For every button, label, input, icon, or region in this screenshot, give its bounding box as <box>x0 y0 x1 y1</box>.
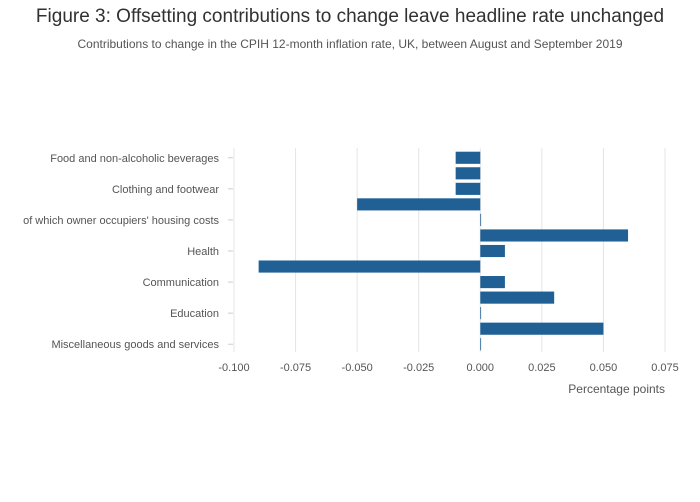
x-tick-label: 0.075 <box>651 362 679 374</box>
y-tick-label: Education <box>170 308 219 320</box>
bar[interactable] <box>480 291 555 304</box>
bar[interactable] <box>357 198 481 211</box>
bar[interactable] <box>455 167 481 180</box>
bar[interactable] <box>480 213 482 226</box>
bar[interactable] <box>480 307 482 320</box>
x-axis-title: Percentage points <box>568 382 665 396</box>
x-tick-labels: -0.100 -0.075 -0.050 -0.025 0.000 0.025 0.050 0… <box>218 362 678 374</box>
x-tick-label: 0.025 <box>528 362 556 374</box>
chart-title: Figure 3: Offsetting contributions to ch… <box>35 6 665 27</box>
y-tick-labels: Food and non-alcoholic beverages Clothing… <box>23 153 233 351</box>
bar[interactable] <box>455 182 481 195</box>
x-tick-label: -0.025 <box>403 362 434 374</box>
grid-lines <box>233 148 666 352</box>
bar[interactable] <box>258 260 481 273</box>
y-tick-label: Miscellaneous goods and services <box>51 339 219 351</box>
x-tick-label: -0.050 <box>342 362 373 374</box>
x-tick-label: -0.075 <box>280 362 311 374</box>
bars <box>258 151 629 351</box>
y-tick-label: Clothing and footwear <box>112 184 219 196</box>
y-tick-label: Food and non-alcoholic beverages <box>50 153 219 165</box>
y-tick-label: Communication <box>143 277 219 289</box>
bar[interactable] <box>455 151 481 164</box>
y-tick-label: Health <box>187 246 219 258</box>
bar[interactable] <box>480 244 505 258</box>
bar[interactable] <box>480 276 505 289</box>
x-tick-label: 0.000 <box>467 362 495 374</box>
x-tick-label: -0.100 <box>218 362 249 374</box>
bar[interactable] <box>480 338 482 351</box>
chart-subtitle: Contributions to change in the CPIH 12-m… <box>77 37 623 51</box>
bar[interactable] <box>480 229 629 242</box>
x-tick-label: 0.050 <box>590 362 618 374</box>
bar[interactable] <box>480 322 604 335</box>
y-tick-label: of which owner occupiers' housing costs <box>23 215 219 227</box>
